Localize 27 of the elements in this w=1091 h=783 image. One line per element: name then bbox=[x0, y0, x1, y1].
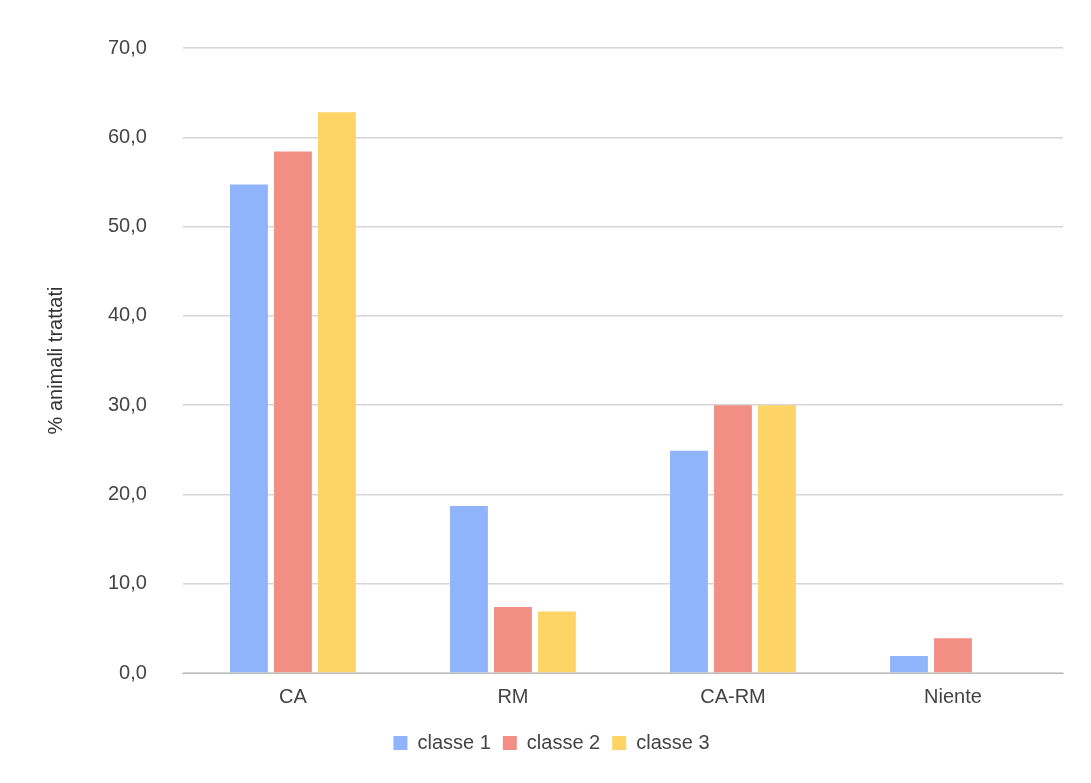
y-tick-label: 60,0 bbox=[107, 124, 147, 147]
legend-label: classe 2 bbox=[526, 730, 601, 753]
x-tick-label: CA-RM bbox=[700, 684, 766, 707]
bar bbox=[538, 611, 576, 673]
x-tick-label: RM bbox=[497, 684, 529, 707]
bar bbox=[758, 405, 796, 673]
y-axis-title: % animali trattati bbox=[43, 286, 66, 435]
y-tick-label: 70,0 bbox=[107, 35, 147, 58]
x-tick-label: CA bbox=[279, 684, 308, 707]
bar bbox=[714, 405, 752, 673]
bar bbox=[318, 112, 356, 673]
y-tick-label: 40,0 bbox=[107, 303, 147, 326]
y-tick-label: 0,0 bbox=[119, 660, 147, 683]
y-tick-label: 20,0 bbox=[107, 481, 147, 504]
y-tick-label: 30,0 bbox=[107, 392, 147, 415]
x-tick-label: Niente bbox=[924, 684, 982, 707]
legend-label: classe 3 bbox=[636, 730, 710, 753]
bar bbox=[670, 450, 708, 673]
y-tick-label: 50,0 bbox=[107, 214, 147, 237]
bar bbox=[934, 638, 972, 673]
y-tick-label: 10,0 bbox=[107, 571, 147, 594]
bar bbox=[450, 506, 488, 673]
bar bbox=[230, 184, 268, 673]
bar bbox=[890, 656, 928, 673]
bar bbox=[274, 151, 312, 673]
legend-label: classe 1 bbox=[417, 730, 491, 753]
bar bbox=[494, 606, 532, 673]
